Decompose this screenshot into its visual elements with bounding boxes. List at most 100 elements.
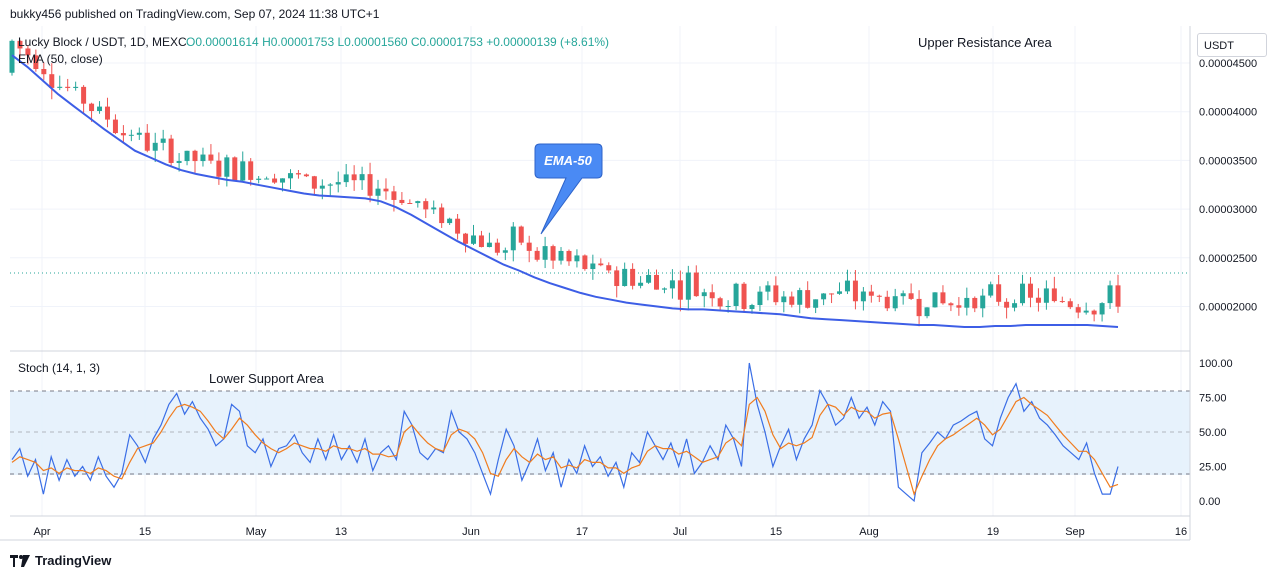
candle-body xyxy=(168,138,174,163)
candle-body xyxy=(311,176,317,189)
candle-body xyxy=(526,242,532,251)
candle-body xyxy=(916,298,922,317)
candle-body xyxy=(518,226,524,243)
time-tick-label: Sep xyxy=(1065,526,1085,538)
candle-body xyxy=(693,272,699,297)
candle-body xyxy=(184,150,190,162)
candle-body xyxy=(669,280,675,289)
candle-body xyxy=(924,307,930,317)
candle-body xyxy=(57,86,63,88)
stoch-d-line xyxy=(11,396,1119,496)
price-tick-label: 0.00002500 xyxy=(1199,253,1257,265)
candle-body xyxy=(494,242,500,253)
price-tick-label: 0.00004000 xyxy=(1199,107,1257,119)
ema-callout-label: EMA-50 xyxy=(544,153,592,168)
candle-body xyxy=(1083,310,1089,313)
candle-body xyxy=(661,288,667,290)
stoch-indicator-label: Stoch (14, 1, 3) xyxy=(18,361,100,375)
candle-body xyxy=(996,284,1002,302)
candle-body xyxy=(81,86,87,104)
ema-line xyxy=(11,54,1119,328)
candle-body xyxy=(550,246,556,261)
candle-body xyxy=(598,263,604,266)
candle-body xyxy=(415,201,421,204)
candle-body xyxy=(606,265,612,271)
candle-body xyxy=(447,218,453,224)
candle-body xyxy=(677,280,683,300)
candle-body xyxy=(829,293,835,295)
candle-body xyxy=(73,86,79,88)
stoch-tick-label: 75.00 xyxy=(1199,393,1227,405)
candle-body xyxy=(813,299,819,308)
candle-body xyxy=(701,292,707,297)
currency-label: USDT xyxy=(1204,40,1234,52)
candle-body xyxy=(502,250,508,253)
candle-body xyxy=(152,142,158,151)
time-tick-label: Aug xyxy=(859,526,879,538)
candle-body xyxy=(988,284,994,296)
candle-body xyxy=(972,297,978,309)
candle-body xyxy=(439,207,445,224)
candle-body xyxy=(956,305,962,308)
candle-body xyxy=(685,272,691,300)
candle-body xyxy=(399,199,405,203)
candle-body xyxy=(200,154,206,162)
price-tick-label: 0.00004500 xyxy=(1199,58,1257,70)
lower-support-label: Lower Support Area xyxy=(209,371,325,386)
candle-body xyxy=(1035,297,1041,303)
candle-body xyxy=(574,255,580,262)
candle-body xyxy=(240,161,246,181)
candle-body xyxy=(431,207,437,210)
candle-body xyxy=(478,235,484,248)
candle-body xyxy=(327,184,333,186)
candle-body xyxy=(900,293,906,297)
candle-body xyxy=(534,250,540,260)
candle-body xyxy=(256,178,262,180)
candles-group xyxy=(9,39,1121,327)
stoch-tick-label: 50.00 xyxy=(1199,427,1227,439)
stoch-tick-label: 25.00 xyxy=(1199,462,1227,474)
candle-body xyxy=(160,138,166,143)
candle-body xyxy=(622,268,628,287)
candle-body xyxy=(295,173,301,175)
stoch-band xyxy=(10,391,1190,475)
candle-body xyxy=(375,188,381,196)
candle-body xyxy=(120,133,126,136)
candle-body xyxy=(1027,283,1033,298)
currency-selector[interactable]: USDT xyxy=(1197,33,1267,57)
time-tick-label: 17 xyxy=(576,526,588,538)
candle-body xyxy=(112,119,118,134)
stoch-tick-label: 100.00 xyxy=(1199,358,1233,370)
candle-body xyxy=(1051,288,1057,302)
candle-body xyxy=(1059,301,1065,303)
symbol-title: Lucky Block / USDT, 1D, MEXC xyxy=(18,35,187,49)
candle-body xyxy=(335,182,341,185)
time-tick-label: Jul xyxy=(673,526,687,538)
candle-body xyxy=(272,178,278,183)
candle-body xyxy=(733,283,739,306)
candle-body xyxy=(89,103,95,112)
candle-body xyxy=(630,268,636,286)
candle-body xyxy=(510,226,516,251)
time-tick-label: Apr xyxy=(33,526,50,538)
candle-body xyxy=(566,250,572,262)
ohlc-values: O0.00001614 H0.00001753 L0.00001560 C0.0… xyxy=(186,35,609,49)
candle-body xyxy=(1043,288,1049,303)
candle-body xyxy=(25,48,31,56)
candle-body xyxy=(280,178,286,183)
candle-body xyxy=(1075,307,1081,313)
time-axis: Apr 15 May 13 Jun 17 Jul 15 Aug 19 Sep 16 xyxy=(33,526,1187,538)
candle-body xyxy=(709,292,715,299)
candle-body xyxy=(932,292,938,308)
time-tick-label: 19 xyxy=(987,526,999,538)
candle-body xyxy=(773,285,779,303)
candle-body xyxy=(319,185,325,189)
candle-body xyxy=(757,291,763,306)
candle-body xyxy=(224,157,230,177)
candle-body xyxy=(463,233,469,244)
tradingview-logo: TradingView xyxy=(10,553,111,568)
candle-body xyxy=(837,291,843,294)
price-tick-label: 0.00003500 xyxy=(1199,155,1257,167)
stoch-tick-label: 0.00 xyxy=(1199,496,1220,508)
